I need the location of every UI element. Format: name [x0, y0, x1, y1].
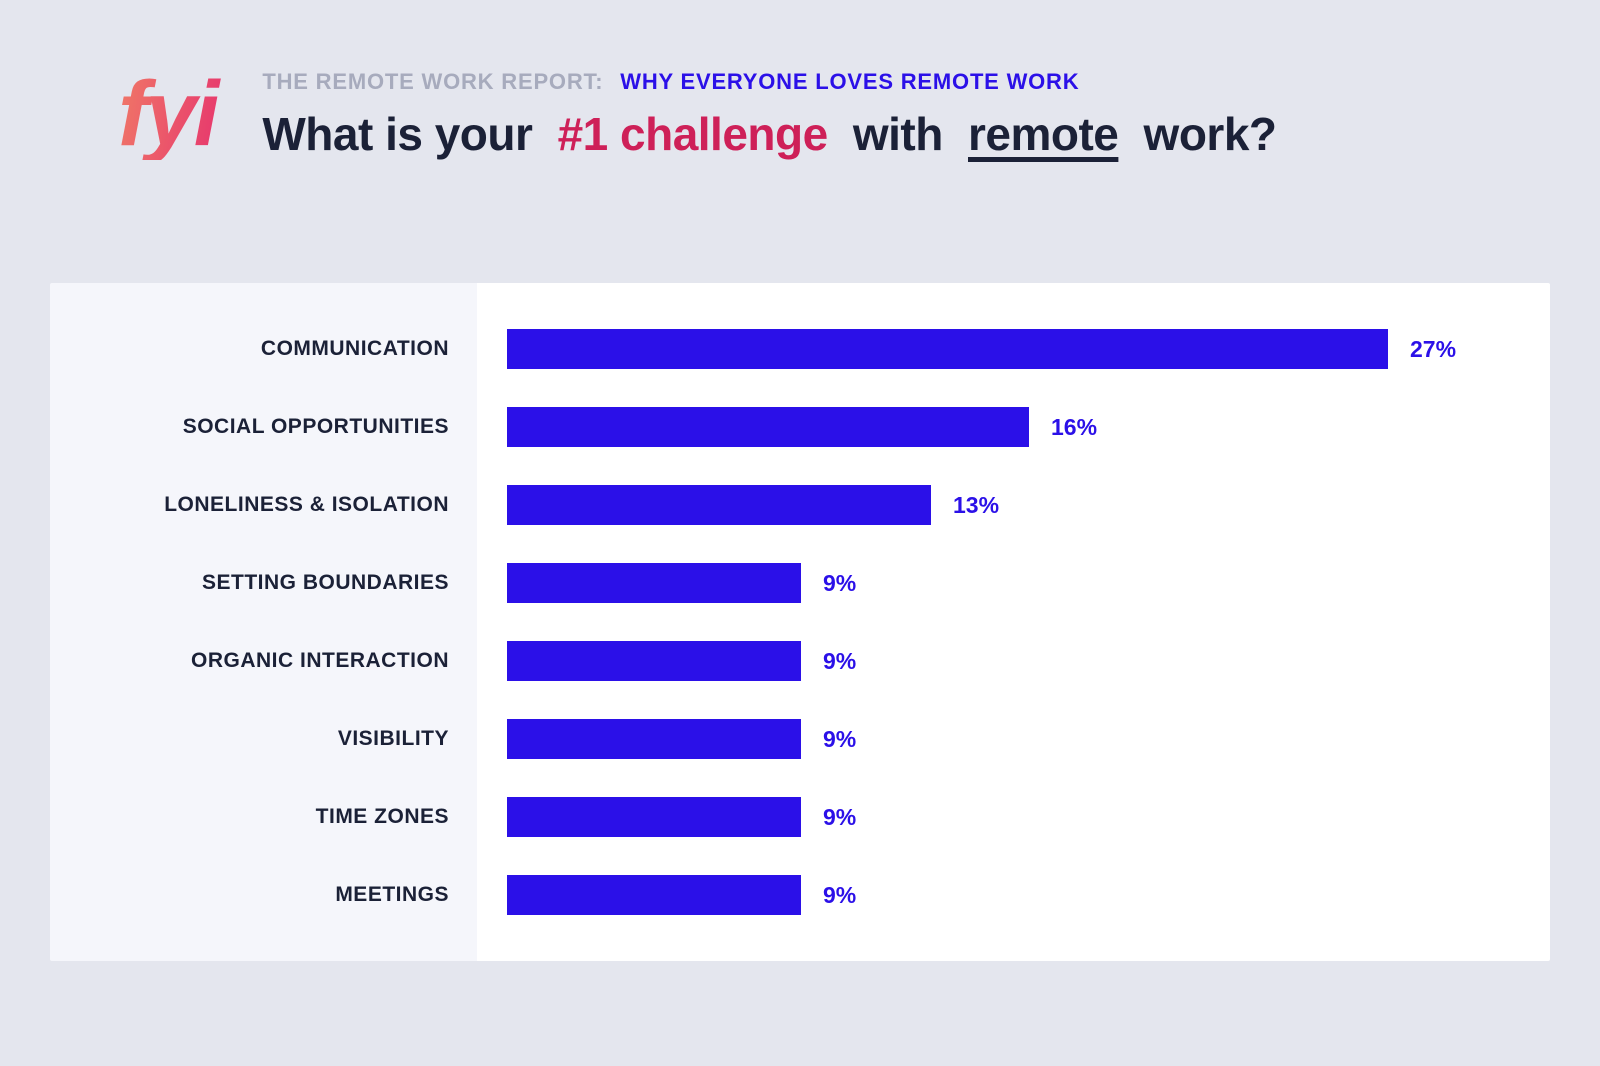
report-eyebrow: THE REMOTE WORK REPORT: WHY EVERYONE LOV…	[262, 69, 1276, 95]
category-label: SOCIAL OPPORTUNITIES	[182, 415, 449, 438]
eyebrow-prefix: THE REMOTE WORK REPORT:	[262, 68, 604, 94]
header-text: THE REMOTE WORK REPORT: WHY EVERYONE LOV…	[262, 69, 1277, 160]
chart-row: SETTING BOUNDARIES 9%	[50, 544, 1550, 622]
bar	[507, 719, 801, 759]
category-label: ORGANIC INTERACTION	[191, 649, 449, 672]
chart-row: ORGANIC INTERACTION 9%	[50, 622, 1550, 700]
value-label: 9%	[823, 725, 857, 752]
chart-row: VISIBILITY 9%	[50, 700, 1550, 778]
chart-row: MEETINGS 9%	[50, 856, 1550, 934]
category-label: VISIBILITY	[337, 727, 449, 750]
chart-row: SOCIAL OPPORTUNITIES 16%	[50, 388, 1550, 466]
bar-track: 13%	[477, 485, 1550, 525]
category-label: TIME ZONES	[315, 805, 449, 828]
title-underlined-word: remote	[968, 107, 1119, 160]
value-label: 9%	[823, 881, 857, 908]
bar-track: 9%	[477, 797, 1550, 837]
value-label: 9%	[823, 803, 857, 830]
bar	[507, 641, 801, 681]
bar-track: 27%	[477, 329, 1550, 369]
page-title: What is your #1 challenge with remote wo…	[262, 107, 1277, 160]
bar	[507, 329, 1388, 369]
header: fyi THE REMOTE WORK REPORT: WHY EVERYONE…	[118, 68, 1277, 160]
bar-track: 9%	[477, 641, 1550, 681]
chart-row: TIME ZONES 9%	[50, 778, 1550, 856]
value-label: 27%	[1410, 335, 1457, 362]
bar	[507, 875, 801, 915]
bar-track: 9%	[477, 719, 1550, 759]
chart-row: COMMUNICATION 27%	[50, 310, 1550, 388]
bar	[507, 797, 801, 837]
fyi-logo: fyi	[118, 68, 224, 160]
category-label: SETTING BOUNDARIES	[201, 571, 449, 594]
category-label: LONELINESS & ISOLATION	[164, 493, 449, 516]
chart-row: LONELINESS & ISOLATION 13%	[50, 466, 1550, 544]
bar-track: 16%	[477, 407, 1550, 447]
bar	[507, 485, 931, 525]
category-label: MEETINGS	[335, 883, 449, 906]
title-part1: What is your	[262, 107, 533, 160]
bar	[507, 563, 801, 603]
value-label: 9%	[823, 569, 857, 596]
eyebrow-highlight: WHY EVERYONE LOVES REMOTE WORK	[620, 68, 1080, 94]
bar-chart: COMMUNICATION 27% SOCIAL OPPORTUNITIES 16% L…	[50, 283, 1550, 961]
category-label: COMMUNICATION	[260, 337, 449, 360]
value-label: 13%	[953, 491, 1000, 518]
title-highlight: #1 challenge	[557, 107, 829, 160]
title-part3: work?	[1143, 107, 1277, 160]
title-part2: with	[852, 107, 943, 160]
bar-track: 9%	[477, 563, 1550, 603]
value-label: 16%	[1051, 413, 1098, 440]
value-label: 9%	[823, 647, 857, 674]
bar	[507, 407, 1029, 447]
bar-track: 9%	[477, 875, 1550, 915]
